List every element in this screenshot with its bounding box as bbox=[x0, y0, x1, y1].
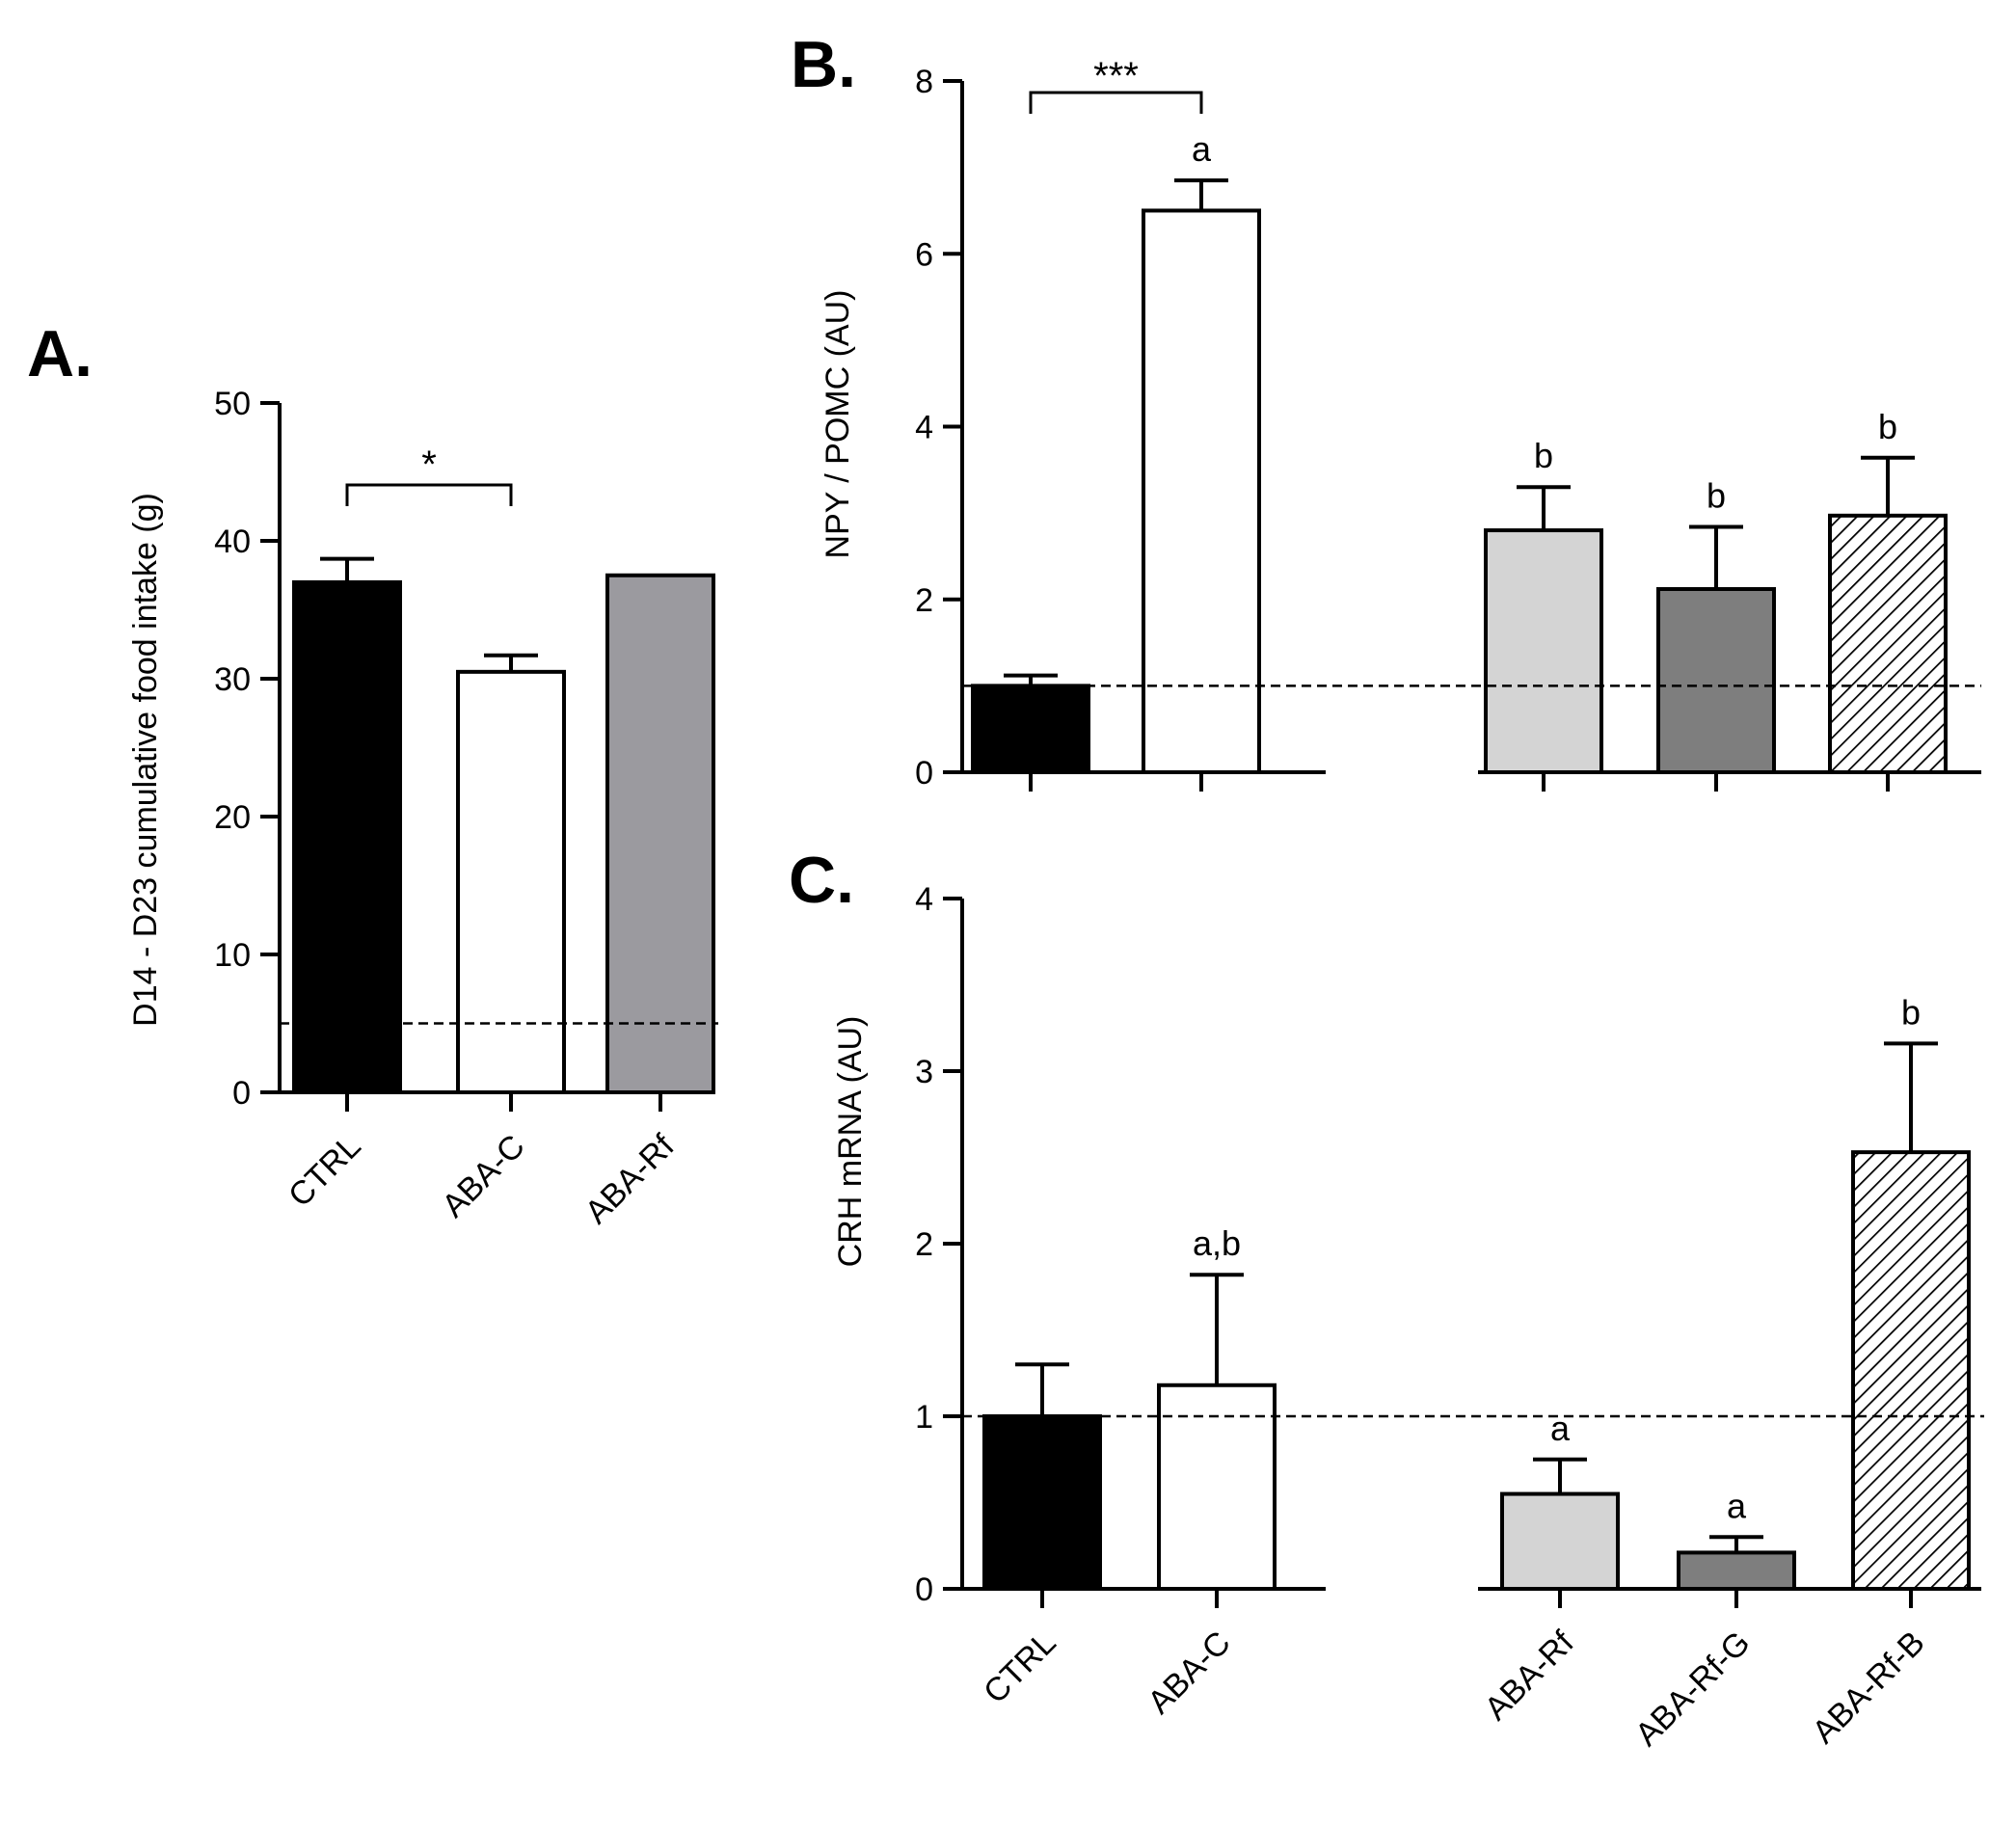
panel-letter-b: B. bbox=[791, 28, 856, 101]
panel-b-y-tick-label: 6 bbox=[915, 236, 933, 273]
panel-c-y-tick-label: 2 bbox=[915, 1226, 933, 1263]
panel-a-y-tick-label: 20 bbox=[214, 799, 251, 836]
panel-c-y-tick-label: 3 bbox=[915, 1054, 933, 1090]
panel-a-y-axis-title: D14 - D23 cumulative food intake (g) bbox=[127, 493, 164, 1027]
panel-c-bar-aba-rf-g bbox=[1677, 1550, 1796, 1592]
panel-a-category-label: CTRL bbox=[282, 1128, 368, 1215]
panel-c-category-label: ABA-C bbox=[1141, 1625, 1237, 1721]
panel-b-y-tick-label: 0 bbox=[915, 755, 933, 792]
panel-c-letter-annotation: a,b bbox=[1193, 1223, 1241, 1263]
panel-a-bar-ctrl bbox=[292, 579, 402, 1094]
panel-b: B. NPY / POMC (AU) 0 2 4 6 8 a b b b *** bbox=[791, 28, 1981, 792]
panel-c-bar-aba-rf-b bbox=[1851, 1150, 1971, 1591]
panel-b-bar-aba-c bbox=[1142, 208, 1261, 774]
panel-b-bar-ctrl bbox=[971, 684, 1090, 774]
panel-b-letter-annotation: b bbox=[1707, 475, 1726, 515]
panel-c-category-label: ABA-Rf-B bbox=[1806, 1625, 1932, 1751]
panel-a-y-tick-label: 50 bbox=[214, 386, 251, 422]
panel-c-category-label: ABA-Rf bbox=[1478, 1624, 1581, 1727]
panel-b-y-tick-label: 2 bbox=[915, 582, 933, 619]
panel-c-category-label: CTRL bbox=[977, 1625, 1063, 1711]
panel-a-y-tick-label: 0 bbox=[232, 1075, 251, 1112]
panel-a-y-tick-label: 30 bbox=[214, 661, 251, 698]
panel-c-y-tick-label: 1 bbox=[915, 1399, 933, 1436]
panel-c-letter-annotation: a bbox=[1550, 1409, 1571, 1448]
panel-c-bar-ctrl bbox=[982, 1414, 1102, 1591]
panel-a-y-tick-label: 10 bbox=[214, 937, 251, 974]
panel-b-bar-aba-rf bbox=[1484, 528, 1603, 774]
panel-c-y-tick-label: 4 bbox=[915, 881, 933, 918]
panel-a-bar-aba-rf bbox=[605, 573, 715, 1094]
panel-c: C. CRH mRNA (AU) 0 1 2 3 4 CTRL ABA-C a,b ABA-Rf… bbox=[789, 844, 1984, 1754]
panel-c-y-axis-title: CRH mRNA (AU) bbox=[832, 1016, 869, 1268]
panel-b-y-axis-title: NPY / POMC (AU) bbox=[820, 290, 856, 559]
panel-b-y-tick-label: 8 bbox=[915, 64, 933, 100]
panel-a-category-label: ABA-C bbox=[435, 1128, 531, 1224]
panel-c-letter-annotation: a bbox=[1727, 1486, 1747, 1525]
panel-b-significance-bracket bbox=[1029, 91, 1203, 114]
panel-a: A. D14 - D23 cumulative food intake (g) … bbox=[27, 317, 718, 1231]
panel-a-significance-label: * bbox=[421, 443, 437, 486]
panel-b-y-tick-label: 4 bbox=[915, 410, 933, 446]
panel-c-y-tick-label: 0 bbox=[915, 1571, 933, 1608]
panel-c-letter-annotation: b bbox=[1901, 992, 1921, 1032]
panel-c-bar-aba-c bbox=[1157, 1383, 1277, 1592]
panel-b-bar-aba-rf-b bbox=[1828, 513, 1948, 774]
panel-b-letter-annotation: a bbox=[1192, 129, 1212, 169]
panel-letter-a: A. bbox=[27, 317, 93, 390]
panel-a-y-tick-label: 40 bbox=[214, 524, 251, 560]
panel-c-category-label: ABA-Rf-G bbox=[1628, 1625, 1758, 1754]
panel-b-letter-annotation: b bbox=[1878, 407, 1897, 446]
panel-b-bar-aba-rf-g bbox=[1656, 586, 1776, 774]
panel-c-bar-aba-rf bbox=[1500, 1491, 1620, 1592]
panel-a-significance-bracket bbox=[345, 483, 513, 506]
panel-letter-c: C. bbox=[789, 844, 854, 917]
panel-a-category-label: ABA-Rf bbox=[578, 1127, 682, 1230]
panel-a-bar-aba-c bbox=[456, 669, 566, 1094]
panel-b-significance-label: *** bbox=[1093, 55, 1139, 97]
panel-b-letter-annotation: b bbox=[1534, 436, 1553, 475]
